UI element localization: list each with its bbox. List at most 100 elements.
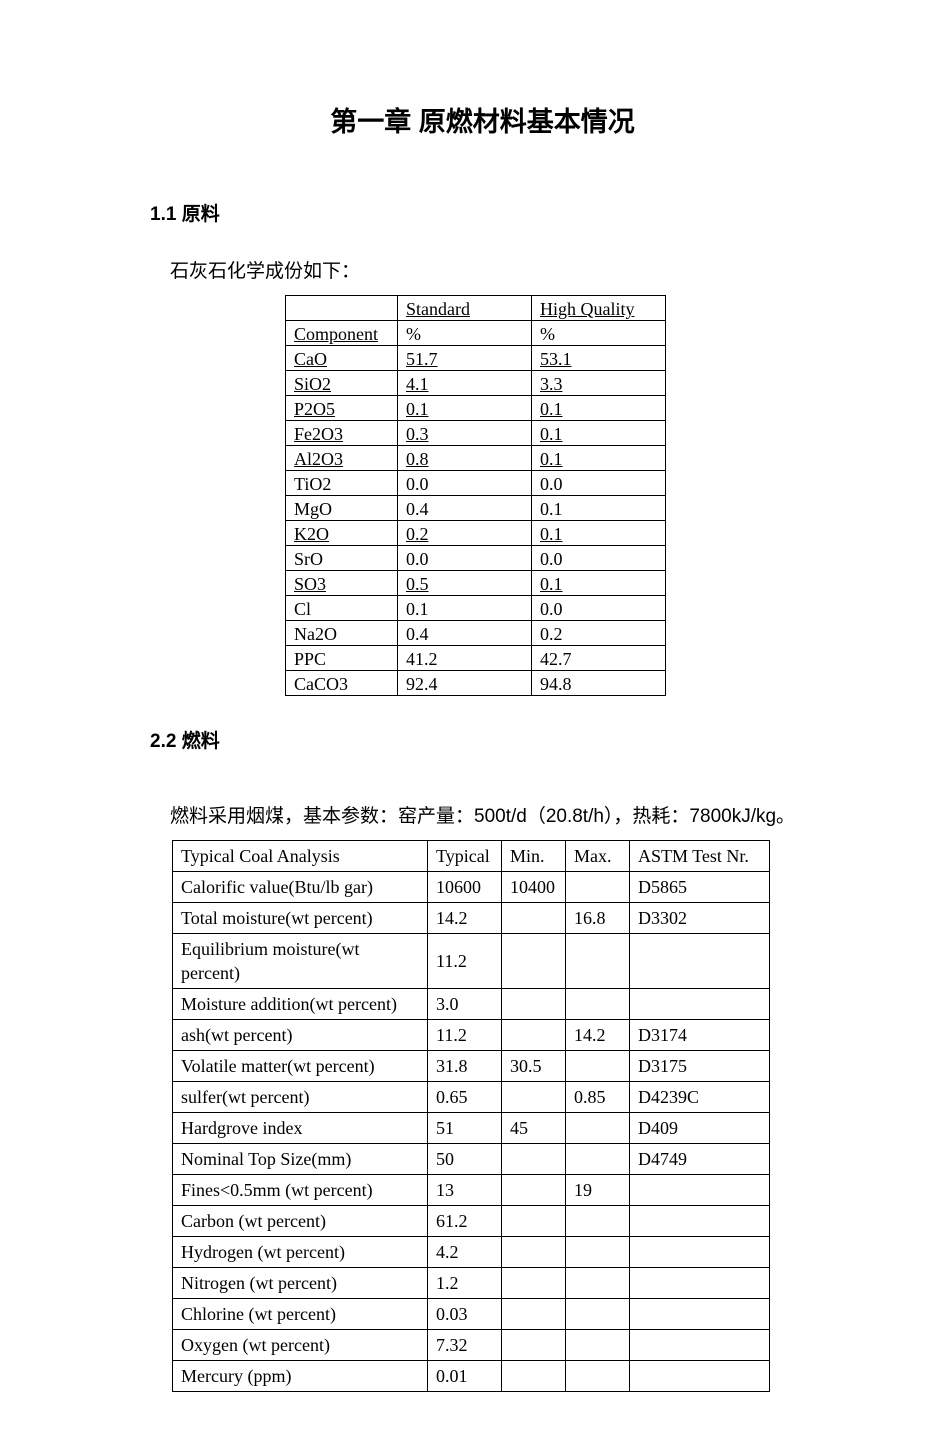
cell-astm: D5865	[630, 872, 770, 903]
cell-astm	[630, 1299, 770, 1330]
cell-typical: 14.2	[428, 903, 502, 934]
table-header-row: Typical Coal AnalysisTypicalMin.Max.ASTM…	[173, 841, 770, 872]
cell-max	[566, 1144, 630, 1175]
chapter-title: 第一章 原燃材料基本情况	[150, 100, 815, 139]
section-2-heading: 2.2 燃料	[150, 726, 815, 753]
cell-typical: 11.2	[428, 934, 502, 989]
cell-max	[566, 1206, 630, 1237]
cell-min	[502, 1082, 566, 1113]
cell-min	[502, 1175, 566, 1206]
cell-standard: 0.2	[398, 521, 532, 546]
cell-typical: 0.65	[428, 1082, 502, 1113]
cell-standard: 0.1	[398, 596, 532, 621]
cell-param: Calorific value(Btu/lb gar)	[173, 872, 428, 903]
cell-astm	[630, 1237, 770, 1268]
cell-typical: 51	[428, 1113, 502, 1144]
table-row: P2O50.10.1	[286, 396, 666, 421]
cell-component-name: PPC	[286, 646, 398, 671]
cell-component-name: CaO	[286, 346, 398, 371]
table-row: CaCO392.494.8	[286, 671, 666, 696]
cell-min	[502, 903, 566, 934]
cell-header: Typical Coal Analysis	[173, 841, 428, 872]
cell-astm	[630, 989, 770, 1020]
cell-typical: 7.32	[428, 1330, 502, 1361]
cell-typical: 0.03	[428, 1299, 502, 1330]
section-1-heading: 1.1 原料	[150, 199, 815, 226]
cell-param: Nominal Top Size(mm)	[173, 1144, 428, 1175]
table-row: Calorific value(Btu/lb gar)1060010400D58…	[173, 872, 770, 903]
cell-astm: D3175	[630, 1051, 770, 1082]
cell-max	[566, 1237, 630, 1268]
cell-param: Carbon (wt percent)	[173, 1206, 428, 1237]
cell-astm: D4239C	[630, 1082, 770, 1113]
cell-param: Volatile matter(wt percent)	[173, 1051, 428, 1082]
section-2-intro: 燃料采用烟煤，基本参数：窑产量：500t/d（20.8t/h），热耗：7800k…	[170, 801, 815, 828]
cell-high-quality: 3.3	[532, 371, 666, 396]
cell-min: 10400	[502, 872, 566, 903]
cell-header: Typical	[428, 841, 502, 872]
table-row: Chlorine (wt percent)0.03	[173, 1299, 770, 1330]
cell-astm	[630, 1361, 770, 1392]
cell-min	[502, 1206, 566, 1237]
cell-typical: 50	[428, 1144, 502, 1175]
cell-percent: %	[398, 321, 532, 346]
cell-astm: D3174	[630, 1020, 770, 1051]
cell-standard: 0.5	[398, 571, 532, 596]
cell-high-quality: 0.1	[532, 571, 666, 596]
table-row: Total moisture(wt percent)14.216.8D3302	[173, 903, 770, 934]
cell-max	[566, 1299, 630, 1330]
cell-standard: 0.0	[398, 471, 532, 496]
cell-component-name: K2O	[286, 521, 398, 546]
cell-astm	[630, 1175, 770, 1206]
cell-typical: 4.2	[428, 1237, 502, 1268]
cell-high-quality: 94.8	[532, 671, 666, 696]
cell-param: Moisture addition(wt percent)	[173, 989, 428, 1020]
cell-high-quality: 53.1	[532, 346, 666, 371]
table-row: K2O0.20.1	[286, 521, 666, 546]
table-row: SO30.50.1	[286, 571, 666, 596]
cell-high-quality: 42.7	[532, 646, 666, 671]
cell-high-quality: 0.1	[532, 446, 666, 471]
cell-param: Oxygen (wt percent)	[173, 1330, 428, 1361]
cell-component-name: SiO2	[286, 371, 398, 396]
cell-param: Mercury (ppm)	[173, 1361, 428, 1392]
cell-empty	[286, 296, 398, 321]
cell-min	[502, 1330, 566, 1361]
table-row: MgO0.40.1	[286, 496, 666, 521]
cell-typical: 61.2	[428, 1206, 502, 1237]
cell-standard: 51.7	[398, 346, 532, 371]
table-row: Nominal Top Size(mm)50D4749	[173, 1144, 770, 1175]
cell-component-name: SO3	[286, 571, 398, 596]
table-row: StandardHigh Quality	[286, 296, 666, 321]
cell-component-name: SrO	[286, 546, 398, 571]
cell-astm	[630, 1330, 770, 1361]
cell-min	[502, 1361, 566, 1392]
table-row: Cl0.10.0	[286, 596, 666, 621]
cell-max: 14.2	[566, 1020, 630, 1051]
cell-high-quality: 0.1	[532, 521, 666, 546]
cell-max	[566, 1330, 630, 1361]
table-row: TiO20.00.0	[286, 471, 666, 496]
cell-component-name: Al2O3	[286, 446, 398, 471]
table-row: Equilibrium moisture(wt percent)11.2	[173, 934, 770, 989]
cell-component-name: Na2O	[286, 621, 398, 646]
cell-astm: D409	[630, 1113, 770, 1144]
cell-standard: 0.8	[398, 446, 532, 471]
cell-typical: 0.01	[428, 1361, 502, 1392]
table-row: SrO0.00.0	[286, 546, 666, 571]
table-row: sulfer(wt percent)0.650.85D4239C	[173, 1082, 770, 1113]
table-row: Al2O30.80.1	[286, 446, 666, 471]
cell-param: Nitrogen (wt percent)	[173, 1268, 428, 1299]
cell-component: Component	[286, 321, 398, 346]
cell-astm	[630, 934, 770, 989]
cell-header-standard: Standard	[398, 296, 532, 321]
cell-max: 19	[566, 1175, 630, 1206]
cell-param: Hardgrove index	[173, 1113, 428, 1144]
table-row: Nitrogen (wt percent)1.2	[173, 1268, 770, 1299]
cell-high-quality: 0.2	[532, 621, 666, 646]
cell-header: Max.	[566, 841, 630, 872]
table-row: CaO51.753.1	[286, 346, 666, 371]
cell-high-quality: 0.1	[532, 496, 666, 521]
cell-astm: D3302	[630, 903, 770, 934]
cell-high-quality: 0.1	[532, 396, 666, 421]
